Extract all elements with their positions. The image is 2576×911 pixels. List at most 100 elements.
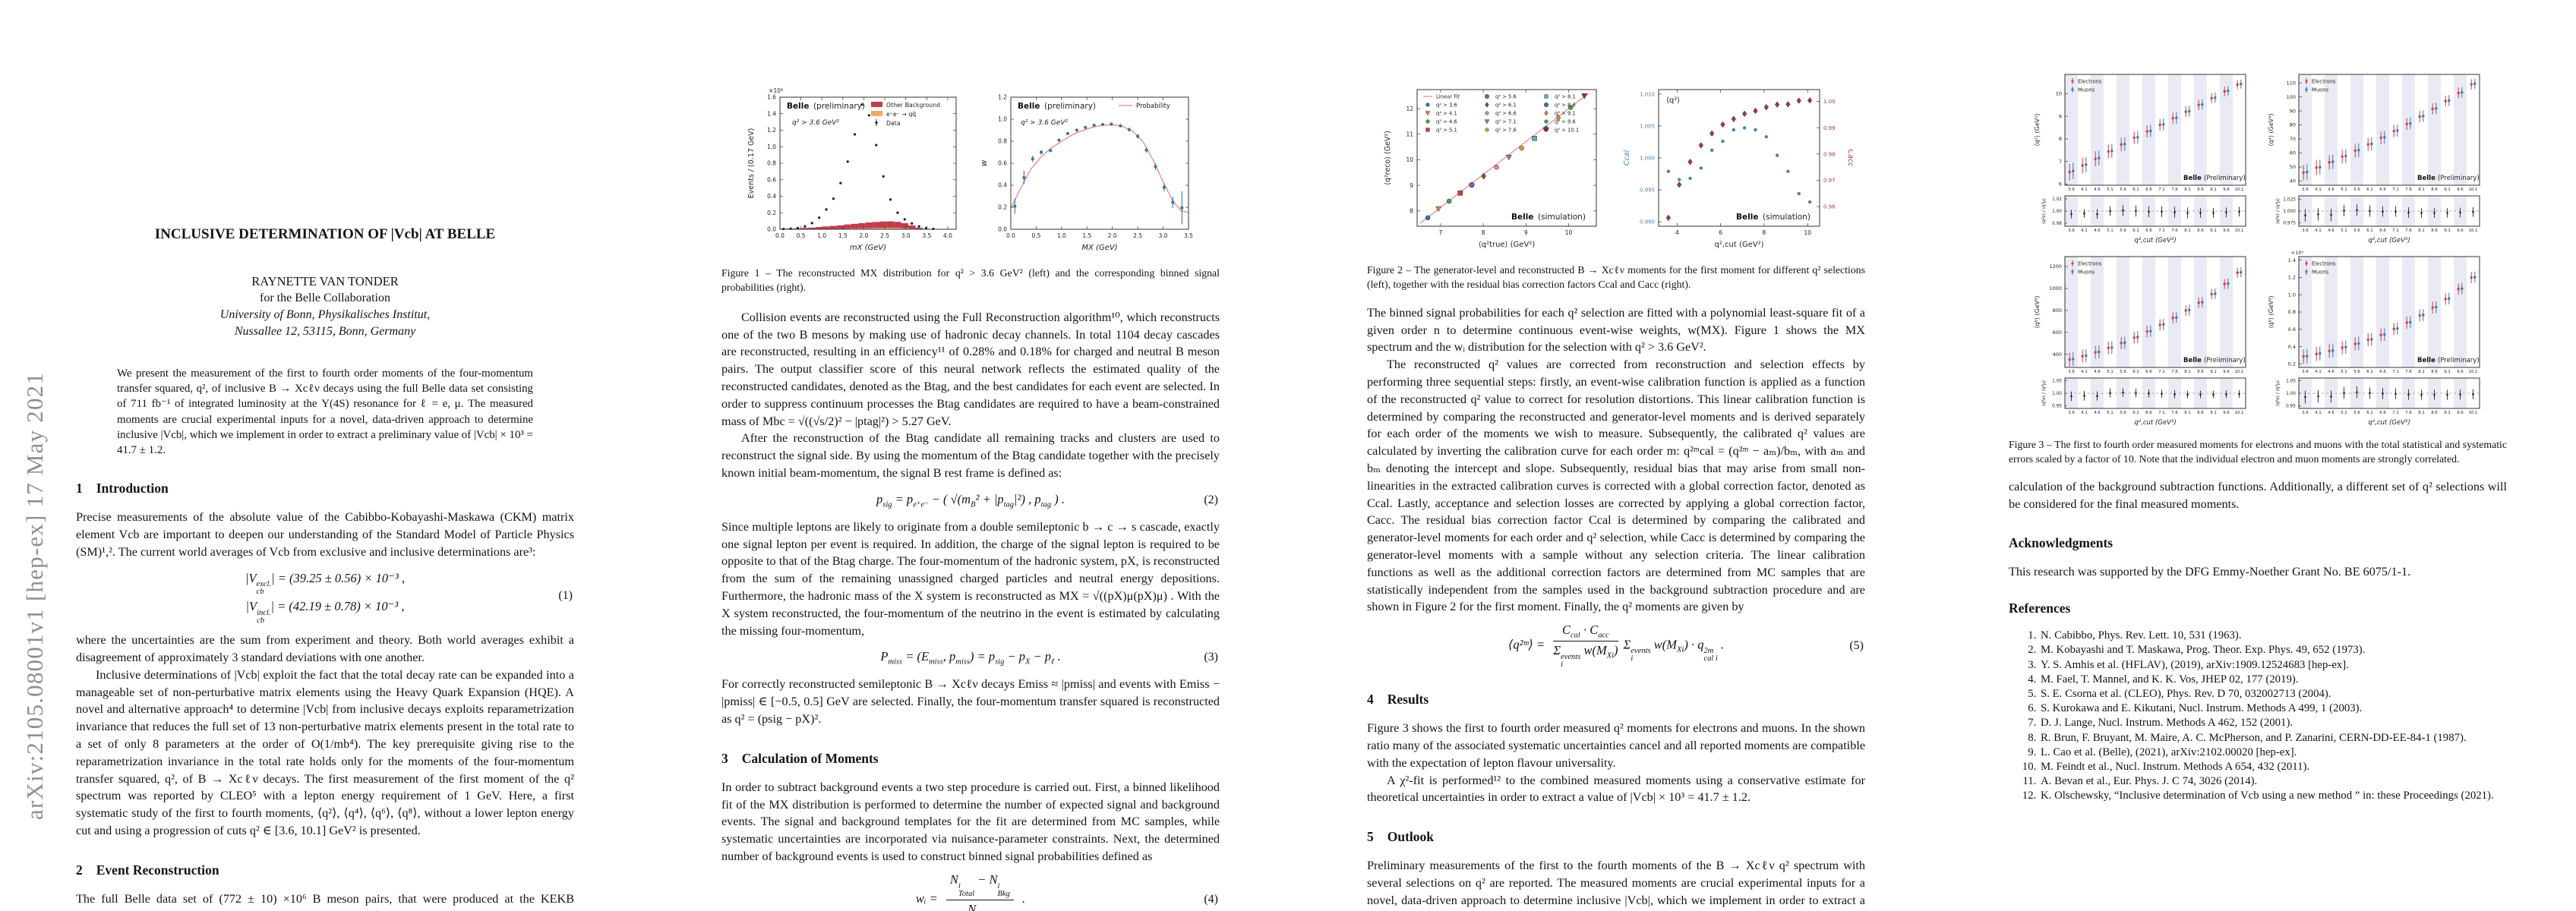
svg-text:1.00: 1.00 [2052,210,2062,214]
equation-number: (3) [1204,651,1218,664]
svg-text:Ccal: Ccal [1623,150,1631,165]
svg-text:(Preliminary): (Preliminary) [2438,175,2480,182]
svg-text:Belle: Belle [2183,357,2202,364]
svg-text:Electrons: Electrons [2078,79,2102,85]
svg-text:7.6: 7.6 [2405,411,2412,415]
svg-text:9.1: 9.1 [2444,411,2450,415]
svg-text:1.5: 1.5 [1082,232,1091,239]
svg-text:0.2: 0.2 [2288,361,2296,367]
svg-text:1.05: 1.05 [2052,379,2062,383]
svg-text:0.5: 0.5 [797,232,806,239]
svg-text:w: w [980,159,989,166]
svg-text:5.6: 5.6 [2120,411,2126,415]
svg-text:0.6: 0.6 [998,160,1007,167]
svg-text:Belle: Belle [1736,213,1758,222]
svg-text:1.0: 1.0 [1057,232,1066,239]
svg-text:5.1: 5.1 [2107,188,2113,192]
page-2: 0.0 0.5 1.0 1.5 2.0 2.5 3.0 3.5 4.0 0.0 0.2 0.4 0.6 0… [721,0,1220,911]
svg-text:1.6: 1.6 [767,94,776,101]
svg-text:8.1: 8.1 [2184,411,2190,415]
svg-text:80: 80 [2290,122,2296,128]
svg-text:3.5: 3.5 [922,232,931,239]
svg-text:q²,cut (GeV²): q²,cut (GeV²) [2368,237,2410,244]
svg-text:2.5: 2.5 [880,232,889,239]
svg-text:10: 10 [1565,229,1573,236]
reference-item: L. Cao et al. (Belle), (2021), arXiv:210… [2039,746,2507,760]
svg-text:Muons: Muons [2312,87,2329,93]
svg-text:90: 90 [2290,108,2296,114]
svg-text:7.1: 7.1 [2158,411,2164,415]
figure3-q2-moments-plot: 6 7 8 9 10 3.6 4.1 4.6 5.1 5.6 6.1 6.6 7.1 7.6 8.1 8.6 9… [2034,74,2246,244]
svg-text:8.1: 8.1 [2418,411,2424,415]
svg-text:0.96: 0.96 [1823,204,1836,210]
svg-text:5.6: 5.6 [2120,370,2126,374]
svg-text:5.1: 5.1 [2341,188,2347,192]
svg-text:q² > 9.6: q² > 9.6 [1555,119,1576,125]
svg-text:8.1: 8.1 [2418,188,2424,192]
svg-text:6: 6 [1719,229,1722,236]
svg-text:4.6: 4.6 [2328,229,2334,233]
section-heading-outlook: 5 Outlook [1367,829,1435,845]
svg-text:8.6: 8.6 [2197,188,2204,192]
svg-text:1.0: 1.0 [767,143,776,150]
svg-text:5.1: 5.1 [2341,411,2347,415]
svg-text:10.1: 10.1 [2469,188,2478,192]
svg-text:q²,cut (GeV²): q²,cut (GeV²) [2134,419,2176,427]
equation-number: (4) [1204,893,1218,906]
svg-text:q² > 8.6: q² > 8.6 [1555,102,1576,109]
reference-list: N. Cabibbo, Phys. Rev. Lett. 10, 531 (19… [2009,629,2507,803]
svg-text:(Preliminary): (Preliminary) [2438,357,2480,364]
figure2-correction-factors-plot: 4 6 8 10 0.990 0.995 1.000 1.005 1.010 0.96 0.97 0.… [1623,89,1853,249]
svg-text:0.995: 0.995 [1640,188,1655,194]
paragraph: calculation of the background subtractio… [2009,479,2507,511]
svg-text:0.990: 0.990 [1640,219,1655,225]
reference-item: K. Olschewsky, “Inclusive determination … [2039,789,2507,803]
svg-text:9.1: 9.1 [2444,188,2450,192]
section-heading-acknowledgments: Acknowledgments [2009,535,2114,551]
svg-text:1000: 1000 [2049,285,2062,292]
reference-item: D. J. Lange, Nucl. Instrum. Methods A 46… [2039,716,2507,730]
svg-text:6.1: 6.1 [2132,411,2139,415]
svg-text:Belle: Belle [1511,213,1533,222]
svg-text:q² > 9.1: q² > 9.1 [1555,111,1576,117]
paragraph: Figure 3 shows the first to fourth order… [1367,721,1865,770]
svg-text:(preliminary): (preliminary) [813,102,865,111]
svg-text:8: 8 [1410,207,1413,214]
svg-text:4.6: 4.6 [2094,229,2101,233]
svg-text:4.1: 4.1 [2315,411,2321,415]
svg-text:0.2: 0.2 [998,204,1007,211]
svg-text:9.6: 9.6 [2457,411,2464,415]
svg-text:5.6: 5.6 [2120,188,2126,192]
svg-text:0.975: 0.975 [2283,222,2296,226]
figure3-q8-moments-plot: 0.2 0.4 0.6 0.8 1.0 1.2 1.4 3.6 4.1 4.6 5.1 5.6 6.1 6… [2268,250,2480,427]
svg-text:6.6: 6.6 [2145,411,2152,415]
svg-text:(Preliminary): (Preliminary) [2204,357,2246,364]
svg-text:Belle: Belle [2417,357,2436,364]
svg-text:Electrons: Electrons [2312,79,2336,85]
svg-text:⟨q²⟩: ⟨q²⟩ [1666,96,1680,105]
svg-text:600: 600 [2053,329,2062,336]
svg-text:0.95: 0.95 [2286,405,2296,409]
reference-item: M. Fael, T. Mannel, and K. K. Vos, JHEP … [2039,673,2507,687]
equation-number: (1) [558,589,573,603]
svg-text:Data: Data [886,120,901,127]
svg-text:7.6: 7.6 [2405,229,2412,233]
affiliation-line-1: University of Bonn, Physikalisches Insti… [219,308,431,321]
svg-text:6.6: 6.6 [2379,188,2386,192]
section-heading-event-reconstruction: 2 Event Reconstruction [76,862,219,878]
svg-text:0.97: 0.97 [1823,178,1836,184]
svg-text:4.6: 4.6 [2328,411,2334,415]
svg-text:10: 10 [1406,156,1413,163]
paragraph: The reconstructed q² values are correcte… [1367,358,1865,614]
svg-text:⟨q²e⟩ / ⟨q²μ⟩: ⟨q²e⟩ / ⟨q²μ⟩ [2041,198,2047,224]
svg-text:q²,cut (GeV²): q²,cut (GeV²) [2134,237,2176,244]
svg-text:6.1: 6.1 [2366,188,2372,192]
figure-3-caption: Figure 3 – The first to fourth order mea… [2009,439,2507,465]
paragraph: where the uncertainties are the sum from… [76,633,574,664]
svg-text:0.98: 0.98 [2052,222,2062,226]
section-heading-introduction: 1 Introduction [76,481,169,496]
svg-text:(Preliminary): (Preliminary) [2204,175,2246,182]
svg-text:100: 100 [2287,94,2296,100]
svg-text:0.95: 0.95 [2052,405,2062,409]
